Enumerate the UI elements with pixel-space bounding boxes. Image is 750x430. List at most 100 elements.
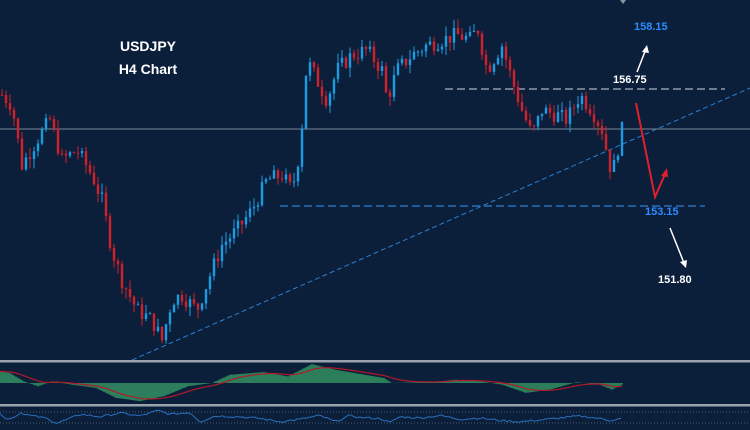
candle-body: [392, 74, 396, 97]
candle-body: [556, 112, 560, 122]
candle-body: [56, 128, 60, 154]
candle-body: [536, 115, 540, 127]
candle-body: [160, 326, 164, 341]
candle-body: [196, 303, 200, 310]
label-151-80: 151.80: [658, 274, 692, 286]
candle-body: [192, 299, 196, 304]
candle-body: [336, 62, 340, 80]
candle-body: [552, 112, 556, 122]
candle-body: [476, 30, 480, 34]
candle-body: [496, 58, 500, 65]
candle-body: [548, 107, 552, 113]
oscillator-line: [0, 409, 622, 424]
candle-body: [248, 208, 252, 218]
candle-body: [96, 184, 100, 194]
candle-body: [24, 157, 28, 170]
candle-body: [104, 192, 108, 217]
chart-subtitle: H4 Chart: [118, 61, 178, 77]
candle-body: [320, 86, 324, 97]
candle-body: [20, 138, 24, 170]
candle-body: [220, 245, 224, 262]
candle-body: [260, 181, 264, 206]
candle-body: [216, 258, 220, 262]
candle-body: [564, 109, 568, 124]
candle-body: [232, 228, 236, 239]
candle-body: [176, 294, 180, 305]
candle-body: [112, 247, 116, 261]
candle-body: [116, 260, 120, 265]
arrow-down-white: [669, 227, 685, 264]
candle-body: [608, 149, 612, 173]
candle-body: [464, 35, 468, 40]
candle-body: [120, 264, 124, 289]
candle-body: [520, 102, 524, 111]
arrow-up-white: [636, 48, 647, 73]
candle-body: [244, 217, 248, 225]
candle-body: [0, 94, 4, 96]
candle-body: [332, 79, 336, 94]
label-153-15: 153.15: [645, 206, 679, 218]
candle-body: [252, 206, 256, 209]
candle-body: [280, 178, 284, 180]
candle-body: [472, 30, 476, 32]
candle-body: [612, 160, 616, 173]
candle-body: [540, 113, 544, 116]
candle-body: [572, 107, 576, 109]
candle-body: [488, 65, 492, 72]
candle-body: [184, 301, 188, 308]
trendline: [131, 87, 750, 361]
candle-body: [532, 125, 536, 127]
candle-body: [432, 41, 436, 51]
arrow-head-down: [680, 260, 687, 268]
candle-body: [64, 153, 68, 156]
candle-body: [328, 93, 332, 106]
candle-body: [524, 110, 528, 121]
candle-body: [88, 165, 92, 173]
candle-body: [444, 35, 448, 47]
candle-body: [188, 299, 192, 308]
candle-body: [344, 57, 348, 68]
candle-body: [296, 166, 300, 182]
candle-body: [256, 205, 260, 207]
candle-body: [264, 179, 268, 182]
candle-body: [360, 46, 364, 59]
candle-body: [448, 35, 452, 43]
candle-body: [136, 304, 140, 306]
candle-body: [348, 53, 352, 68]
candle-body: [544, 107, 548, 114]
candle-body: [100, 192, 104, 194]
candle-body: [308, 62, 312, 76]
candle-body: [164, 324, 168, 341]
candle-body: [180, 294, 184, 302]
candle-body: [148, 313, 152, 315]
candle-body: [456, 27, 460, 35]
candle-body: [132, 296, 136, 305]
candle-body: [468, 31, 472, 36]
arrow-head-red: [661, 168, 668, 177]
candle-body: [124, 288, 128, 290]
candle-body: [364, 46, 368, 49]
projection-arrow-red: [635, 102, 667, 201]
candle-body: [240, 220, 244, 225]
candle-body: [412, 51, 416, 60]
candle-body: [68, 152, 72, 156]
chart-title: USDJPY: [119, 38, 177, 54]
candle-body: [140, 304, 144, 319]
candle-body: [588, 109, 592, 115]
candle-body: [492, 64, 496, 72]
candle-body: [76, 152, 80, 154]
candle-body: [388, 92, 392, 97]
candle-body: [212, 258, 216, 277]
macd-signal-line: [0, 367, 623, 400]
candle-body: [568, 107, 572, 124]
candle-body: [144, 313, 148, 319]
panel-separator: [0, 360, 750, 363]
candle-body: [376, 62, 380, 71]
candle-body: [48, 118, 52, 120]
candle-body: [300, 128, 304, 167]
candle-body: [580, 95, 584, 105]
candle-body: [352, 53, 356, 58]
candle-body: [108, 216, 112, 248]
candle-body: [44, 118, 48, 130]
